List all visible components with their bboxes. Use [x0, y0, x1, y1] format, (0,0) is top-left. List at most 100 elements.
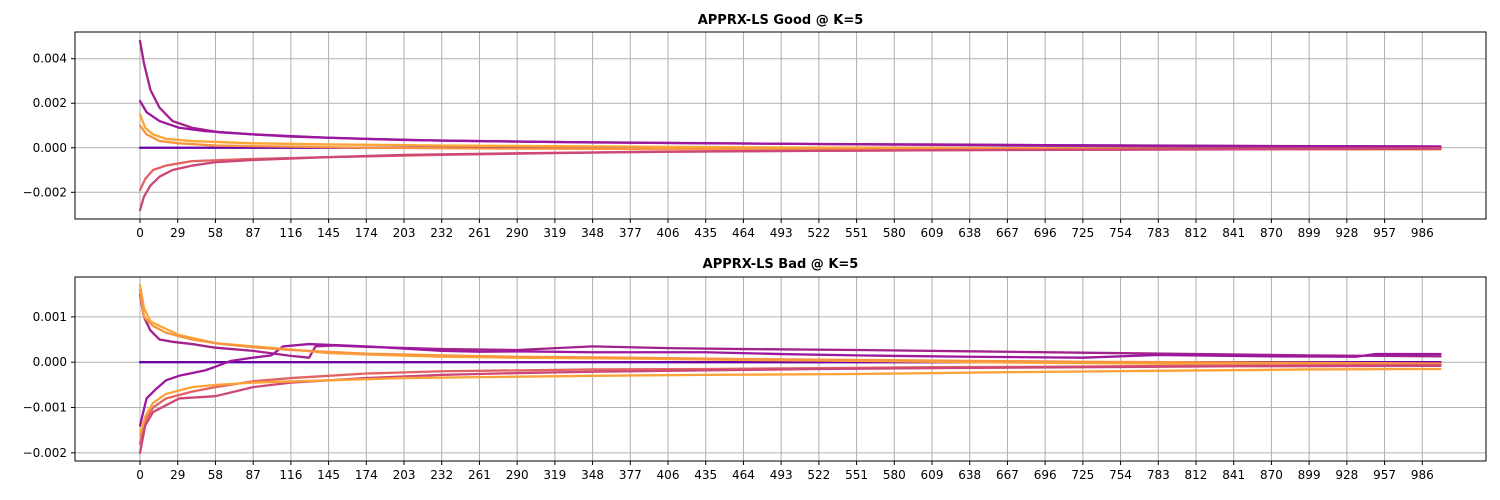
- x-tick-label: 377: [619, 226, 642, 240]
- x-tick-label: 145: [317, 226, 340, 240]
- x-tick-label: 812: [1185, 226, 1208, 240]
- chart-title: APPRX-LS Good @ K=5: [698, 13, 864, 28]
- x-tick-label: 841: [1222, 468, 1245, 482]
- x-tick-label: 145: [317, 468, 340, 482]
- series-line-3: [138, 113, 1442, 151]
- x-tick-label: 406: [657, 468, 680, 482]
- x-tick-label: 899: [1298, 226, 1321, 240]
- x-tick-label: 435: [694, 226, 717, 240]
- x-tick-label: 29: [170, 226, 185, 240]
- x-tick-label: 870: [1260, 468, 1283, 482]
- x-tick-label: 174: [355, 468, 378, 482]
- y-tick-label: 0.004: [33, 52, 67, 66]
- x-tick-label: 377: [619, 468, 642, 482]
- series-line-5: [138, 147, 1442, 192]
- series-layer: [138, 284, 1442, 454]
- x-tick-label: 609: [921, 226, 944, 240]
- x-tick-label: 812: [1185, 468, 1208, 482]
- x-tick-label: 493: [770, 468, 793, 482]
- series-line-6: [138, 147, 1442, 212]
- x-tick-label: 203: [393, 468, 416, 482]
- x-tick-label: 290: [506, 226, 529, 240]
- x-tick-label: 0: [136, 468, 144, 482]
- x-tick-label: 290: [506, 468, 529, 482]
- axes-frame: [74, 31, 1487, 220]
- x-tick-label: 580: [883, 468, 906, 482]
- x-tick-label: 174: [355, 226, 378, 240]
- series-line-2: [138, 99, 1442, 148]
- axes-frame: [74, 276, 1487, 462]
- series-line-6: [138, 364, 1442, 454]
- x-tick-label: 493: [770, 226, 793, 240]
- axes-bottom: APPRX-LS Bad @ K=5 0 29 58 87 116 145 174 203 23…: [23, 257, 1487, 482]
- x-tick-label: 319: [543, 468, 566, 482]
- x-tick-label: 928: [1335, 226, 1358, 240]
- x-tick-label: 754: [1109, 226, 1132, 240]
- y-tick-label: −0.002: [23, 446, 67, 460]
- series-line-7: [138, 367, 1442, 436]
- x-tick-label: 667: [996, 226, 1019, 240]
- y-tick-label: −0.002: [23, 185, 67, 199]
- x-tick-label: 58: [208, 468, 223, 482]
- x-tick-label: 58: [208, 226, 223, 240]
- x-tick-label: 957: [1373, 226, 1396, 240]
- x-tick-label: 986: [1411, 226, 1434, 240]
- series-line-5: [138, 363, 1442, 445]
- chart-title: APPRX-LS Bad @ K=5: [703, 257, 859, 272]
- x-tick-label: 261: [468, 468, 491, 482]
- x-tick-label: 783: [1147, 226, 1170, 240]
- x-tick-label: 667: [996, 468, 1019, 482]
- x-tick-label: 725: [1071, 468, 1094, 482]
- x-tick-label: 754: [1109, 468, 1132, 482]
- y-tick-label: 0.000: [33, 141, 67, 155]
- y-tick-label: 0.000: [33, 355, 67, 369]
- x-tick-label: 464: [732, 468, 755, 482]
- ticks: 0 29 58 87 116 145 174 203 232 261 290 319 348 377 406…: [23, 310, 1434, 482]
- y-tick-label: −0.001: [23, 401, 67, 415]
- x-tick-label: 522: [807, 226, 830, 240]
- x-tick-label: 638: [958, 226, 981, 240]
- x-tick-label: 435: [694, 468, 717, 482]
- x-tick-label: 609: [921, 468, 944, 482]
- y-tick-label: 0.002: [33, 96, 67, 110]
- x-tick-label: 696: [1034, 468, 1057, 482]
- x-tick-label: 203: [393, 226, 416, 240]
- axes-top: APPRX-LS Good @ K=5 0 29 58 87 116 145 174 203 2…: [23, 13, 1487, 240]
- x-tick-label: 464: [732, 226, 755, 240]
- x-tick-label: 986: [1411, 468, 1434, 482]
- x-tick-label: 928: [1335, 468, 1358, 482]
- x-tick-label: 29: [170, 468, 185, 482]
- x-tick-label: 319: [543, 226, 566, 240]
- series-line-1: [138, 39, 1442, 148]
- x-tick-label: 638: [958, 468, 981, 482]
- x-tick-label: 870: [1260, 226, 1283, 240]
- gridlines: [75, 32, 1486, 219]
- x-tick-label: 348: [581, 226, 604, 240]
- x-tick-label: 957: [1373, 468, 1396, 482]
- x-tick-label: 899: [1298, 468, 1321, 482]
- x-tick-label: 116: [279, 468, 302, 482]
- x-tick-label: 116: [279, 226, 302, 240]
- x-tick-label: 87: [246, 468, 261, 482]
- x-tick-label: 232: [430, 468, 453, 482]
- x-tick-label: 725: [1071, 226, 1094, 240]
- x-tick-label: 522: [807, 468, 830, 482]
- x-tick-label: 696: [1034, 226, 1057, 240]
- series-line-4: [138, 288, 1442, 365]
- x-tick-label: 551: [845, 226, 868, 240]
- x-tick-label: 348: [581, 468, 604, 482]
- ticks: 0 29 58 87 116 145 174 203 232 261 290 319 348 377 406…: [23, 52, 1434, 240]
- x-tick-label: 87: [246, 226, 261, 240]
- x-tick-label: 261: [468, 226, 491, 240]
- series-line-1: [138, 293, 1442, 359]
- x-tick-label: 841: [1222, 226, 1245, 240]
- x-tick-label: 783: [1147, 468, 1170, 482]
- series-line-2: [138, 342, 1442, 427]
- y-tick-label: 0.001: [33, 310, 67, 324]
- x-tick-label: 551: [845, 468, 868, 482]
- x-tick-label: 0: [136, 226, 144, 240]
- x-tick-label: 580: [883, 226, 906, 240]
- x-tick-label: 406: [657, 226, 680, 240]
- series-layer: [138, 39, 1442, 212]
